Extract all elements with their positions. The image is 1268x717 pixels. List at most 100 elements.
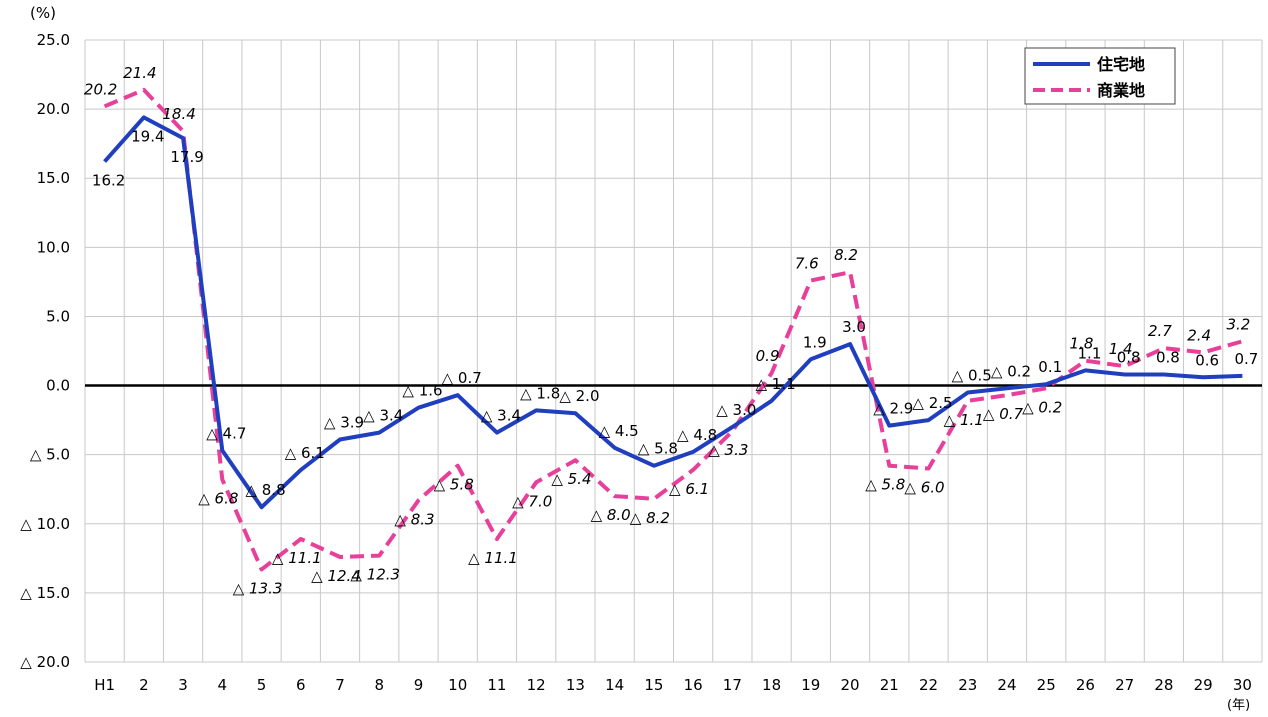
x-tick-label: 30 [1233, 676, 1252, 694]
x-tick-label: 7 [335, 676, 345, 694]
x-tick-label: 2 [139, 676, 149, 694]
x-tick-label: 5 [257, 676, 267, 694]
data-label-residential: △ 2.9 [873, 400, 913, 418]
data-label-commercial: △ 12.4 [311, 567, 361, 585]
data-label-commercial: △ 3.3 [708, 441, 748, 459]
data-label-residential: 1.1 [1078, 344, 1102, 362]
data-label-residential: 0.7 [1234, 350, 1258, 368]
data-label-residential: △ 3.9 [324, 413, 364, 431]
x-tick-label: H1 [94, 676, 115, 694]
data-label-commercial: △ 11.1 [272, 549, 322, 567]
data-label-commercial: △ 5.8 [865, 476, 905, 494]
data-label-commercial: 18.4 [162, 105, 195, 123]
data-label-residential: △ 4.7 [206, 425, 246, 443]
x-axis-unit: (年) [1227, 698, 1250, 713]
data-label-commercial: 1.4 [1109, 340, 1133, 358]
legend-box [1024, 47, 1176, 105]
x-tick-label: 21 [880, 676, 899, 694]
legend-label-residential: 住宅地 [1097, 55, 1145, 74]
legend-label-commercial: 商業地 [1097, 81, 1145, 100]
data-label-commercial: △ 8.0 [591, 506, 631, 524]
data-label-residential: 0.6 [1195, 351, 1219, 369]
x-tick-label: 29 [1194, 676, 1213, 694]
x-tick-label: 28 [1154, 676, 1173, 694]
y-tick-label: 15.0 [37, 169, 70, 187]
y-tick-label: △ 10.0 [20, 515, 70, 533]
data-label-commercial: △ 0.2 [1022, 398, 1062, 416]
x-tick-label: 8 [374, 676, 384, 694]
data-labels: 16.219.417.9△ 4.7△ 8.8△ 6.1△ 3.9 △ 3.4△ 1… [84, 64, 1258, 598]
x-tick-label: 18 [762, 676, 781, 694]
y-tick-label: △ 15.0 [20, 584, 70, 602]
y-tick-label: 0.0 [46, 377, 70, 395]
y-tick-label: 25.0 [37, 31, 70, 49]
data-label-residential: △ 2.5 [912, 394, 952, 412]
data-label-commercial: 3.2 [1226, 315, 1250, 333]
x-tick-label: 19 [801, 676, 820, 694]
data-label-residential: △ 3.4 [481, 407, 521, 425]
x-axis-ticks: H1 2 3 4 5 6 7 8 9 10 11 12 13 14 15 16 17 18 19 20 21 22 23 24… [94, 676, 1252, 694]
data-label-residential: △ 1.6 [402, 382, 442, 400]
x-tick-label: 9 [414, 676, 424, 694]
data-label-commercial: △ 5.8 [434, 476, 474, 494]
x-tick-label: 10 [448, 676, 467, 694]
data-label-residential: △ 0.2 [991, 362, 1031, 380]
x-tick-label: 11 [487, 676, 506, 694]
data-label-residential: △ 0.5 [952, 366, 992, 384]
data-label-commercial: △ 6.8 [198, 490, 238, 508]
y-axis-unit: (%) [30, 4, 56, 22]
data-label-commercial: △ 8.3 [394, 510, 434, 528]
data-label-residential: 19.4 [131, 127, 164, 145]
data-label-residential: 17.9 [170, 148, 203, 166]
x-tick-label: 14 [605, 676, 624, 694]
data-label-commercial: △ 8.2 [630, 509, 670, 527]
data-label-residential: 1.9 [803, 333, 827, 351]
x-tick-label: 12 [527, 676, 546, 694]
data-label-residential: △ 2.0 [559, 387, 599, 405]
data-label-commercial: 0.9 [756, 347, 780, 365]
data-label-commercial: 1.8 [1070, 335, 1094, 353]
x-tick-label: 25 [1037, 676, 1056, 694]
grid [84, 39, 1263, 663]
data-label-residential: △ 3.4 [363, 407, 403, 425]
data-label-residential: △ 0.7 [442, 369, 482, 387]
x-tick-label: 26 [1076, 676, 1095, 694]
x-tick-label: 4 [218, 676, 228, 694]
y-tick-label: 20.0 [37, 100, 70, 118]
data-label-commercial: 21.4 [123, 64, 156, 82]
x-tick-label: 20 [841, 676, 860, 694]
data-label-residential: 16.2 [92, 172, 125, 190]
data-label-residential: △ 1.1 [755, 375, 795, 393]
x-tick-label: 13 [566, 676, 585, 694]
series-lines [103, 87, 1243, 572]
y-tick-label: △ 20.0 [20, 653, 70, 671]
y-tick-label: 5.0 [46, 307, 70, 325]
data-label-residential: 0.8 [1156, 348, 1180, 366]
series-line-residential [103, 115, 1243, 510]
data-label-commercial: △ 11.1 [468, 549, 518, 567]
data-label-residential: △ 8.8 [245, 481, 285, 499]
data-label-residential: △ 1.8 [520, 384, 560, 402]
data-label-residential: △ 3.0 [716, 401, 756, 419]
data-label-residential: △ 4.5 [599, 422, 639, 440]
x-tick-label: 23 [958, 676, 977, 694]
x-tick-label: 3 [178, 676, 188, 694]
data-label-commercial: △ 1.1 [944, 411, 984, 429]
x-tick-label: 24 [997, 676, 1016, 694]
x-tick-label: 27 [1115, 676, 1134, 694]
x-tick-label: 15 [644, 676, 663, 694]
data-label-residential: △ 4.8 [677, 426, 717, 444]
data-label-commercial: △ 0.7 [983, 405, 1024, 423]
data-label-commercial: △ 5.4 [551, 470, 591, 488]
x-tick-label: 22 [919, 676, 938, 694]
data-label-commercial: △ 6.0 [904, 478, 944, 496]
data-label-residential: △ 5.8 [638, 440, 678, 458]
data-label-commercial: △ 13.3 [233, 579, 283, 597]
y-tick-label: 10.0 [37, 238, 70, 256]
legend: 住宅地 商業地 [1024, 47, 1176, 105]
data-label-residential: 3.0 [842, 318, 866, 336]
data-label-commercial: 2.7 [1148, 322, 1172, 340]
x-tick-label: 6 [296, 676, 306, 694]
data-label-commercial: 8.2 [834, 246, 858, 264]
